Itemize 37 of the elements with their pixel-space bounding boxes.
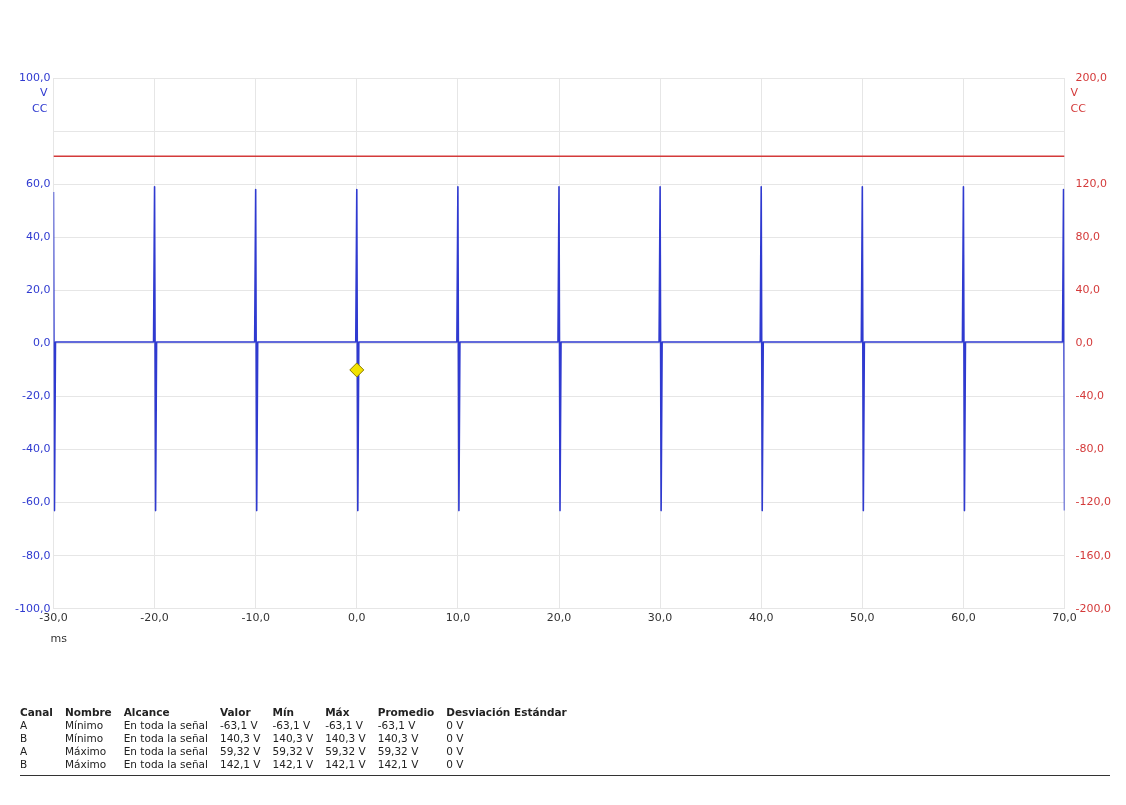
y2-tick-label: 40,0	[1075, 283, 1101, 297]
y2-tick-label: 80,0	[1075, 230, 1101, 244]
y-tick-label: 0,0	[32, 336, 51, 350]
x-tick-label: 10,0	[445, 611, 471, 625]
y2-tick-label: -40,0	[1075, 389, 1105, 403]
y2-tick-label: -120,0	[1075, 495, 1112, 509]
text: Canal Nombre Alcance Valor Mín Máx Promedio Desviación Estándar	[20, 706, 567, 718]
y-tick-label: -20,0	[21, 389, 51, 403]
y2-tick-label: 200,0	[1075, 70, 1108, 84]
y2-tick-label: -160,0	[1075, 548, 1112, 562]
y2-tick-label: 0,0	[1075, 336, 1094, 350]
y2-tick-label: -200,0	[1075, 601, 1112, 615]
y2-tick-label: 120,0	[1075, 177, 1108, 191]
y-tick-label: 40,0	[25, 230, 51, 244]
y-tick-label: 100,0	[18, 70, 51, 84]
text: A Mínimo En toda la señal -63,1 V -63,1 V -63,1 V -63,1 V 0 V	[20, 719, 464, 731]
y-tick-label: -40,0	[21, 442, 51, 456]
y2-tick-label: -80,0	[1075, 442, 1105, 456]
y-tick-label: -60,0	[21, 495, 51, 509]
text: B Mínimo En toda la señal 140,3 V 140,3 V 140,3 V 140,3 V 0 V	[20, 732, 464, 744]
y-tick-label: 20,0	[25, 283, 51, 297]
x-tick-label: 60,0	[951, 611, 976, 625]
x-tick-label: 0,0	[348, 611, 366, 625]
x-tick-label: 50,0	[850, 611, 875, 625]
y2-axis-title: V CC	[1070, 86, 1087, 115]
x-tick-label: 40,0	[748, 611, 774, 625]
x-axis-title: ms	[50, 632, 68, 645]
text: A Máximo En toda la señal 59,32 V 59,32 V 59,32 V 59,32 V 0 V	[20, 745, 464, 757]
y-tick-label: 60,0	[25, 177, 51, 191]
x-tick-label: 70,0	[1052, 611, 1077, 625]
x-tick-label: 20,0	[546, 611, 572, 625]
x-tick-label: 30,0	[647, 611, 673, 625]
text: B Máximo En toda la señal 142,1 V 142,1 V 142,1 V 142,1 V 0 V	[20, 758, 464, 770]
y-axis-title: V CC	[32, 86, 48, 115]
x-tick-label: -20,0	[140, 611, 169, 625]
x-tick-label: -10,0	[241, 611, 270, 625]
y-tick-label: -80,0	[21, 548, 51, 562]
